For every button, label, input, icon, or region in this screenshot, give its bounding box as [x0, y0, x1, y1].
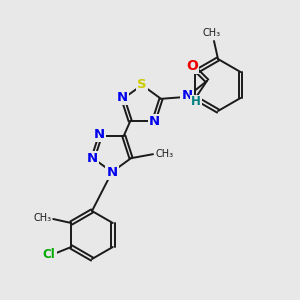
- Text: N: N: [86, 152, 98, 165]
- Text: CH₃: CH₃: [203, 28, 221, 38]
- Text: O: O: [186, 59, 198, 73]
- Text: N: N: [149, 115, 160, 128]
- Text: S: S: [137, 77, 147, 91]
- Text: CH₃: CH₃: [33, 213, 51, 223]
- Text: N: N: [182, 89, 193, 102]
- Text: N: N: [116, 91, 128, 104]
- Text: N: N: [106, 166, 118, 178]
- Text: Cl: Cl: [43, 248, 56, 262]
- Text: H: H: [191, 95, 201, 108]
- Text: CH₃: CH₃: [155, 149, 173, 159]
- Text: N: N: [94, 128, 105, 141]
